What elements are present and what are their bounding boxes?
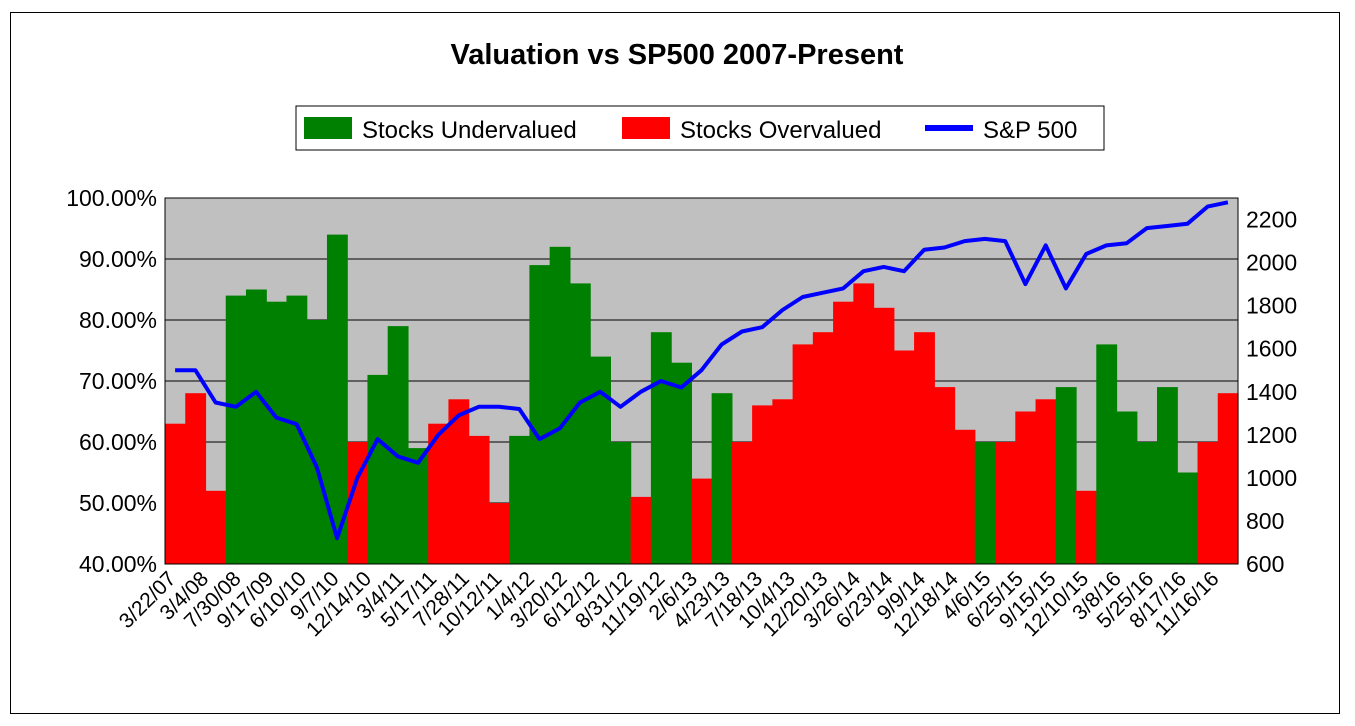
- valuation-bar-undervalued: [286, 295, 308, 564]
- chart-legend: Stocks Undervalued Stocks Overvalued S&P…: [295, 105, 1105, 151]
- valuation-bar-undervalued: [1157, 387, 1178, 564]
- sp500-line: [175, 200, 1229, 541]
- valuation-bar-undervalued: [367, 374, 389, 564]
- valuation-bar-overvalued: [812, 332, 834, 564]
- valuation-bar-undervalued: [549, 246, 571, 565]
- valuation-bar-overvalued: [468, 435, 490, 564]
- y-right-tick-label: 1600: [1246, 336, 1297, 362]
- valuation-bar-overvalued: [448, 399, 470, 564]
- valuation-bar-undervalued: [671, 362, 692, 564]
- valuation-bar-undervalued: [225, 295, 247, 564]
- valuation-bar-overvalued: [995, 442, 1016, 564]
- legend-label-sp500: S&P 500: [983, 117, 1077, 144]
- valuation-bar-overvalued: [428, 423, 450, 564]
- valuation-bar-undervalued: [974, 442, 996, 564]
- legend-swatch-overvalued: [622, 117, 670, 139]
- y-axis-left: 100.00% 90.00% 80.00% 70.00% 60.00% 50.00% 40.…: [66, 185, 157, 577]
- valuation-bar-undervalued: [529, 265, 551, 564]
- valuation-bar-overvalued: [1197, 442, 1219, 564]
- valuation-bar-overvalued: [185, 393, 207, 564]
- valuation-bars: [165, 234, 1239, 565]
- valuation-bar-overvalued: [853, 283, 875, 564]
- legend-label-undervalued: Stocks Undervalued: [362, 117, 577, 144]
- valuation-bar-overvalued: [772, 399, 794, 564]
- valuation-bar-undervalued: [245, 289, 267, 564]
- valuation-bar-overvalued: [488, 503, 510, 564]
- valuation-bar-undervalued: [1055, 387, 1077, 564]
- valuation-bar-overvalued: [914, 332, 935, 564]
- valuation-bar-undervalued: [610, 442, 632, 564]
- valuation-bar-overvalued: [205, 490, 227, 564]
- valuation-bar-undervalued: [590, 356, 611, 564]
- valuation-bar-overvalued: [954, 429, 976, 564]
- valuation-bar-overvalued: [347, 442, 369, 564]
- valuation-bar-undervalued: [1177, 472, 1199, 564]
- y-left-tick-label: 80.00%: [79, 307, 157, 333]
- y-axis-right: 2200 2000 1800 1600 1400 1200 1000 800 600: [1246, 207, 1297, 577]
- y-left-tick-label: 40.00%: [79, 551, 157, 577]
- valuation-bar-overvalued: [893, 350, 915, 564]
- valuation-bar-undervalued: [266, 301, 288, 564]
- y-right-tick-label: 1200: [1246, 422, 1297, 448]
- valuation-bar-undervalued: [711, 393, 733, 564]
- y-left-tick-label: 50.00%: [79, 490, 157, 516]
- y-left-tick-label: 90.00%: [79, 246, 157, 272]
- valuation-bar-overvalued: [1076, 490, 1097, 564]
- valuation-bar-overvalued: [873, 307, 895, 564]
- legend-swatch-undervalued: [304, 117, 352, 139]
- valuation-bar-overvalued: [630, 496, 652, 564]
- y-right-tick-label: 2000: [1246, 250, 1297, 276]
- valuation-bar-undervalued: [387, 326, 409, 564]
- valuation-bar-overvalued: [752, 405, 773, 564]
- valuation-bar-overvalued: [1217, 393, 1239, 564]
- valuation-bar-overvalued: [1015, 411, 1037, 564]
- y-left-tick-label: 60.00%: [79, 429, 157, 455]
- valuation-bar-overvalued: [731, 442, 753, 564]
- y-right-tick-label: 1400: [1246, 379, 1297, 405]
- valuation-bar-overvalued: [165, 423, 186, 564]
- valuation-bar-undervalued: [569, 283, 591, 564]
- valuation-bar-overvalued: [1035, 399, 1057, 564]
- y-right-tick-label: 1800: [1246, 293, 1297, 319]
- y-right-tick-label: 2200: [1246, 207, 1297, 233]
- chart-title: Valuation vs SP500 2007-Present: [451, 39, 904, 71]
- valuation-bar-overvalued: [934, 387, 956, 564]
- y-left-tick-label: 70.00%: [79, 368, 157, 394]
- legend-swatch-sp500: [925, 125, 973, 131]
- valuation-bar-overvalued: [792, 344, 814, 564]
- valuation-bar-undervalued: [509, 435, 531, 564]
- valuation-bar-overvalued: [833, 301, 854, 564]
- legend-label-overvalued: Stocks Overvalued: [680, 117, 881, 144]
- plot-border: [164, 197, 1239, 565]
- valuation-bar-undervalued: [1136, 442, 1158, 564]
- x-axis: 3/22/073/4/087/30/089/17/096/10/109/7/10…: [115, 567, 1224, 641]
- valuation-bar-undervalued: [1116, 411, 1138, 564]
- valuation-bar-undervalued: [407, 448, 429, 564]
- valuation-bar-undervalued: [650, 332, 672, 564]
- valuation-bar-overvalued: [691, 478, 713, 564]
- valuation-bar-undervalued: [306, 320, 328, 564]
- y-right-tick-label: 800: [1246, 508, 1284, 534]
- valuation-bar-undervalued: [1096, 344, 1118, 564]
- y-right-tick-label: 600: [1246, 551, 1284, 577]
- y-right-tick-label: 1000: [1246, 465, 1297, 491]
- y-left-tick-label: 100.00%: [66, 185, 157, 211]
- valuation-bar-undervalued: [326, 234, 348, 564]
